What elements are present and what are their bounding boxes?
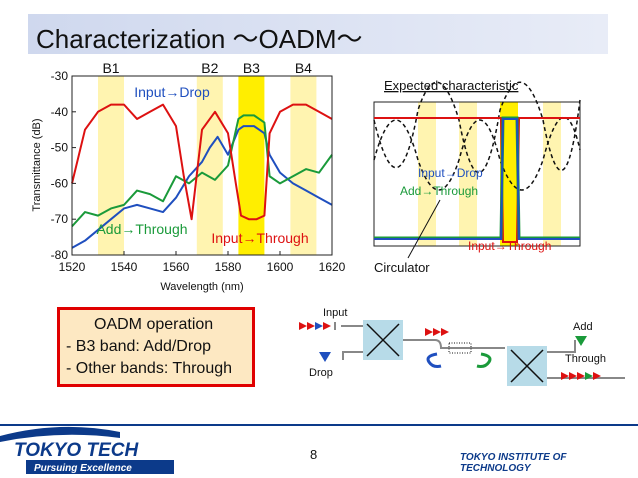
- slide-title: Characterization 〜OADM〜: [36, 24, 363, 54]
- input-arrows: [299, 322, 331, 330]
- series-line-1: [71, 114, 333, 228]
- oadm-schematic: Input Drop Add Through: [299, 307, 625, 386]
- institute-name: TOKYO INSTITUTE OF TECHNOLOGY: [460, 452, 567, 474]
- expected-label-circulator: Circulator: [374, 260, 430, 275]
- drop-arrow: [319, 352, 331, 362]
- annotation-add-through: Add→Through: [96, 221, 187, 237]
- page-number: 8: [310, 447, 318, 462]
- y-tick-label-1: -40: [51, 105, 69, 119]
- plot-frame: [71, 75, 333, 256]
- expected-drop-curve: [374, 118, 580, 240]
- drop-port-line: [342, 351, 363, 360]
- x-tick-label-1: 1540: [111, 260, 138, 274]
- band-label-b1: B1: [102, 60, 119, 76]
- expected-comb-2: [373, 81, 581, 174]
- add-port-line: [547, 340, 576, 353]
- through-arrows: [561, 372, 601, 380]
- y-tick-label-4: -70: [51, 212, 69, 226]
- expected-band-b3: [500, 102, 518, 246]
- svg-text:TOKYO TECH: TOKYO TECH: [14, 440, 139, 461]
- y-tick-label-2: -50: [51, 141, 69, 155]
- expected-label-add-through: Add→Through: [400, 184, 478, 198]
- expected-frame: [373, 101, 581, 247]
- x-tick-label-4: 1600: [267, 260, 294, 274]
- x-tick-label-5: 1620: [319, 260, 346, 274]
- oadm-operation-box: OADM operation - B3 band: Add/Drop - Oth…: [57, 307, 255, 387]
- expected-label-input-drop: Input→Drop: [418, 166, 483, 180]
- circulator-leader-line: [407, 199, 441, 259]
- y-axis-label: Transmittance (dB): [31, 118, 43, 211]
- band-label-b3: B3: [243, 60, 260, 76]
- middle-arrows: [425, 328, 449, 336]
- expected-label-input-through: Input→Through: [468, 239, 551, 253]
- x-tick-label-0: 1520: [59, 260, 86, 274]
- measured-spectrum-chart: B1 B2 B3 B4 1520 1540 1560 1580 1600 1620 -30 -40 -…: [31, 60, 346, 293]
- band-b4: [290, 76, 317, 255]
- y-tick-label-3: -60: [51, 176, 69, 190]
- series-line-0: [71, 125, 333, 249]
- band-label-b4: B4: [295, 60, 312, 76]
- x-tick-label-3: 1580: [215, 260, 242, 274]
- expected-comb-1: [373, 116, 581, 191]
- add-arrow: [575, 336, 587, 346]
- operation-line-1: - B3 band: Add/Drop: [66, 338, 211, 355]
- x-tick-label-2: 1560: [163, 260, 190, 274]
- schematic-label-through: Through: [565, 353, 606, 365]
- tokyo-tech-logo: TOKYO TECH Pursuing Excellence: [0, 426, 174, 474]
- expected-band-b4: [543, 102, 561, 246]
- reflected-drop-arrow: [426, 352, 442, 368]
- band-b3: [238, 76, 265, 255]
- fiber-bragg-grating: [448, 342, 472, 354]
- annotation-input-drop: Input→Drop: [134, 84, 210, 100]
- reflected-add-arrow: [476, 352, 492, 368]
- operation-line-2: - Other bands: Through: [66, 360, 233, 377]
- expected-band-b2: [459, 102, 477, 246]
- expected-characteristic-diagram: Expected characteristic Input→Drop Add→T…: [373, 78, 581, 275]
- schematic-label-input: Input: [323, 307, 347, 319]
- expected-title: Expected characteristic: [384, 78, 519, 93]
- y-tick-label-5: -80: [51, 248, 69, 262]
- svg-text:Pursuing Excellence: Pursuing Excellence: [34, 463, 132, 474]
- middle-fiber: [403, 339, 505, 349]
- operation-heading: OADM operation: [94, 316, 214, 333]
- schematic-label-add: Add: [573, 321, 593, 333]
- annotation-input-through: Input→Through: [211, 230, 308, 246]
- title-bar: [28, 14, 608, 54]
- footer-rule: [0, 424, 638, 426]
- band-b2: [196, 76, 223, 255]
- expected-through-curve: [374, 117, 580, 243]
- band-label-b2: B2: [201, 60, 218, 76]
- schematic-label-drop: Drop: [309, 367, 333, 379]
- x-axis-label: Wavelength (nm): [160, 281, 243, 293]
- expected-band-b1: [418, 102, 436, 246]
- y-tick-label-0: -30: [51, 69, 69, 83]
- series-line-2: [71, 103, 333, 221]
